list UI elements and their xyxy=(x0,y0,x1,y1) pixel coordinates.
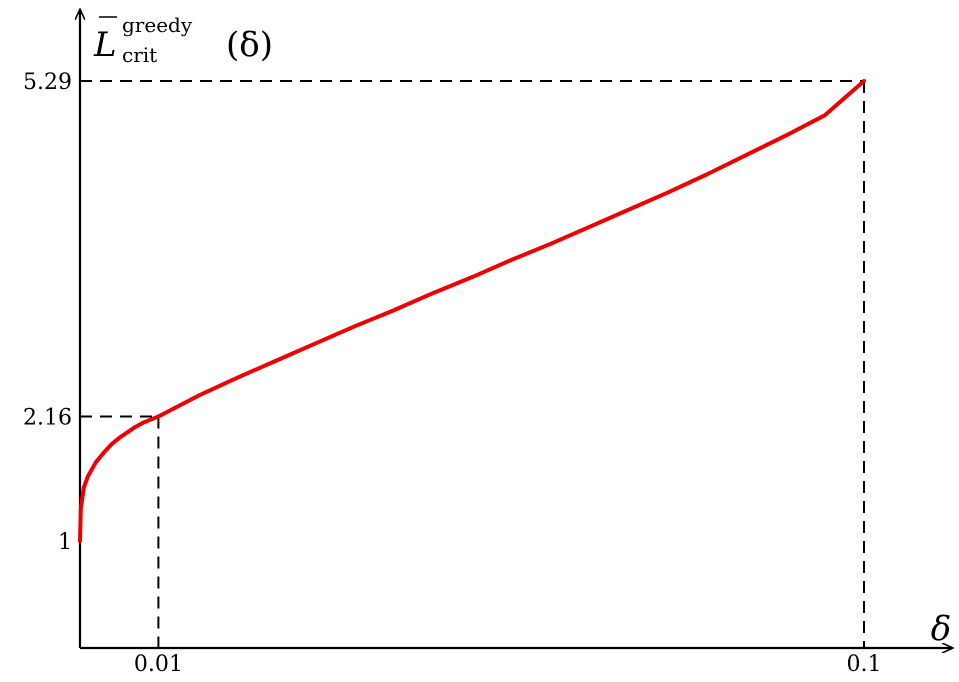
y-axis-title: L greedy crit (δ) xyxy=(93,13,273,67)
x-tick-label: 0.1 xyxy=(847,652,882,677)
reference-lines xyxy=(80,80,865,648)
y-tick-label: 5.29 xyxy=(23,70,72,95)
y-axis-title-base: L xyxy=(93,25,117,65)
y-tick-label: 1 xyxy=(58,530,72,555)
y-axis-title-superscript: greedy xyxy=(122,13,193,37)
y-axis-title-subscript: crit xyxy=(122,43,157,67)
x-axis-title: δ xyxy=(931,609,951,649)
y-tick-label: 2.16 xyxy=(23,405,72,430)
x-tick-label: 0.01 xyxy=(134,652,183,677)
y-tick-labels: 1 2.16 5.29 xyxy=(23,70,72,555)
series-layer xyxy=(78,79,866,543)
x-tick-labels: 0.01 0.1 xyxy=(134,652,882,677)
y-axis-title-argument: (δ) xyxy=(226,25,273,65)
series-line xyxy=(78,79,866,543)
